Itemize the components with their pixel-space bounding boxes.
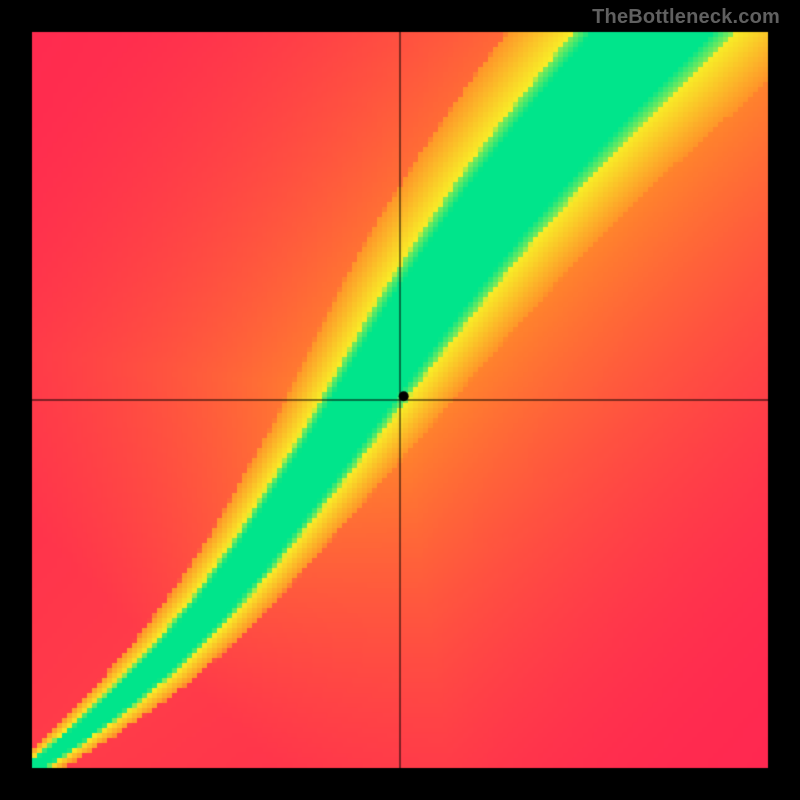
heatmap-canvas — [0, 0, 800, 800]
chart-container: TheBottleneck.com — [0, 0, 800, 800]
watermark-text: TheBottleneck.com — [592, 6, 780, 29]
